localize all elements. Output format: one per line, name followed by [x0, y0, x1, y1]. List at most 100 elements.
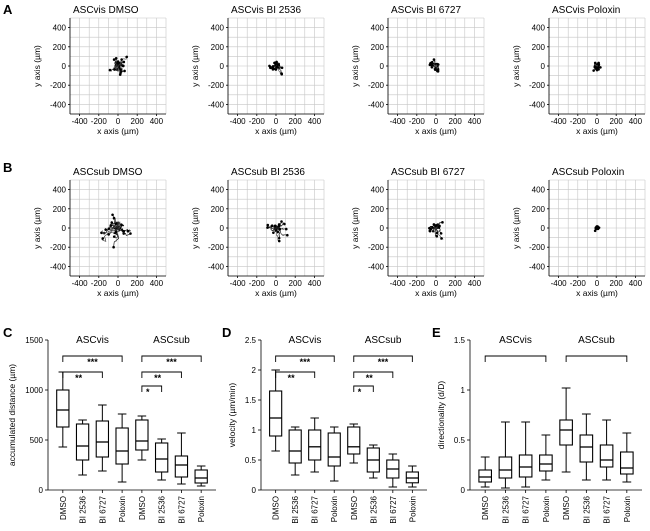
x-tick-label: 0: [274, 279, 279, 288]
track-endpoint: [593, 61, 597, 65]
track-endpoint: [276, 65, 279, 69]
significance-label: ***: [378, 357, 389, 367]
category-label: BI 6727: [389, 495, 398, 523]
track-endpoint: [111, 213, 114, 217]
track-endpoint: [112, 245, 115, 249]
track-endpoint: [119, 67, 123, 71]
y-tick-label: 200: [371, 43, 385, 52]
y-axis-label: y axis (µm): [511, 207, 521, 249]
track-endpoint: [266, 226, 269, 229]
y-tick-label: 1000: [25, 386, 43, 395]
y-tick-label: -400: [368, 100, 385, 109]
x-tick-label: -400: [230, 279, 247, 288]
significance-bracket: [484, 355, 547, 362]
plot-title: ASCvis Poloxin: [552, 5, 620, 16]
x-tick-label: 200: [449, 117, 463, 126]
y-tick-label: 400: [211, 24, 225, 33]
y-tick-label: -400: [208, 100, 225, 109]
x-axis-label: x axis (µm): [415, 126, 457, 136]
box: [288, 429, 302, 464]
category-label: BI 2536: [369, 495, 378, 523]
box: [95, 420, 110, 458]
category-label: DMSO: [562, 496, 571, 520]
group-label: ASCsub: [578, 335, 615, 346]
track-endpoint: [428, 229, 432, 233]
significance-bracket: [353, 371, 394, 378]
track-endpoint: [104, 228, 107, 231]
track-endpoint: [272, 231, 275, 234]
x-tick-label: 200: [131, 117, 145, 126]
significance-label: **: [154, 373, 162, 383]
y-axis-label: y axis (µm): [32, 45, 42, 87]
track-endpoint: [113, 68, 116, 71]
track-endpoint: [280, 72, 283, 75]
box: [620, 451, 634, 475]
track-endpoint: [114, 222, 118, 226]
track-endpoint: [435, 231, 439, 235]
track-endpoint: [280, 66, 284, 70]
x-tick-label: -200: [409, 279, 426, 288]
cell-track: [117, 226, 131, 233]
box: [327, 432, 341, 467]
y-tick-label: 200: [53, 43, 67, 52]
panel-letter-c: C: [3, 325, 13, 340]
track-endpoint: [432, 58, 436, 61]
category-label: Poloxin: [197, 496, 206, 522]
box: [579, 434, 594, 463]
y-tick-label: -200: [529, 81, 546, 90]
track-endpoint: [100, 231, 103, 235]
significance-bracket: [353, 385, 374, 392]
track-endpoint: [433, 68, 437, 71]
category-label: Poloxin: [623, 496, 632, 522]
y-tick-label: 0: [62, 224, 67, 233]
y-axis-label: velocity (µm/min): [227, 383, 237, 448]
category-label: Poloxin: [330, 496, 339, 522]
y-tick-label: -200: [208, 81, 225, 90]
group-label: ASCsub: [153, 335, 190, 346]
x-tick-label: 200: [131, 279, 145, 288]
y-tick-label: -200: [208, 243, 225, 252]
box-plot: 0 0.5 1 1.5 directionality (d/D) DMSO BI 2536 B…: [436, 335, 642, 524]
significance-bracket: [565, 355, 628, 362]
track-endpoint: [436, 69, 440, 72]
box: [498, 456, 513, 479]
y-tick-label: 0: [220, 62, 225, 71]
y-tick-label: 0: [541, 62, 546, 71]
y-axis-label: directionality (d/D): [436, 381, 446, 450]
box: [135, 419, 149, 451]
x-tick-label: -200: [570, 117, 587, 126]
significance-label: *: [358, 387, 362, 397]
significance-bracket: [353, 355, 413, 362]
category-label: Poloxin: [408, 496, 417, 522]
track-endpoint: [284, 227, 288, 231]
track-endpoint: [269, 66, 272, 70]
significance-bracket: [62, 355, 123, 362]
y-tick-label: 200: [211, 43, 225, 52]
plot-title: ASCsub BI 2536: [231, 167, 305, 178]
track-endpoint: [112, 235, 116, 238]
x-axis-label: x axis (µm): [97, 288, 139, 298]
track-endpoint: [273, 224, 277, 228]
box: [478, 469, 492, 483]
plot-title: ASCsub Poloxin: [552, 167, 624, 178]
cell-track: [275, 227, 288, 237]
track-endpoint: [122, 60, 126, 64]
track-endpoint: [112, 216, 116, 220]
box: [559, 419, 573, 446]
track-endpoint: [593, 229, 597, 233]
y-tick-label: 400: [211, 186, 225, 195]
track-endpoint: [283, 222, 286, 226]
y-tick-label: -400: [529, 262, 546, 271]
y-tick-label: -400: [50, 100, 67, 109]
x-tick-label: -400: [551, 279, 568, 288]
x-tick-label: 400: [629, 279, 643, 288]
y-tick-label: 400: [53, 186, 67, 195]
x-tick-label: 0: [434, 117, 439, 126]
group-label: ASCvis: [499, 335, 532, 346]
box: [599, 444, 614, 468]
track-endpoint: [114, 57, 118, 60]
cell-track: [114, 65, 119, 70]
y-tick-label: 0.5: [245, 456, 257, 465]
